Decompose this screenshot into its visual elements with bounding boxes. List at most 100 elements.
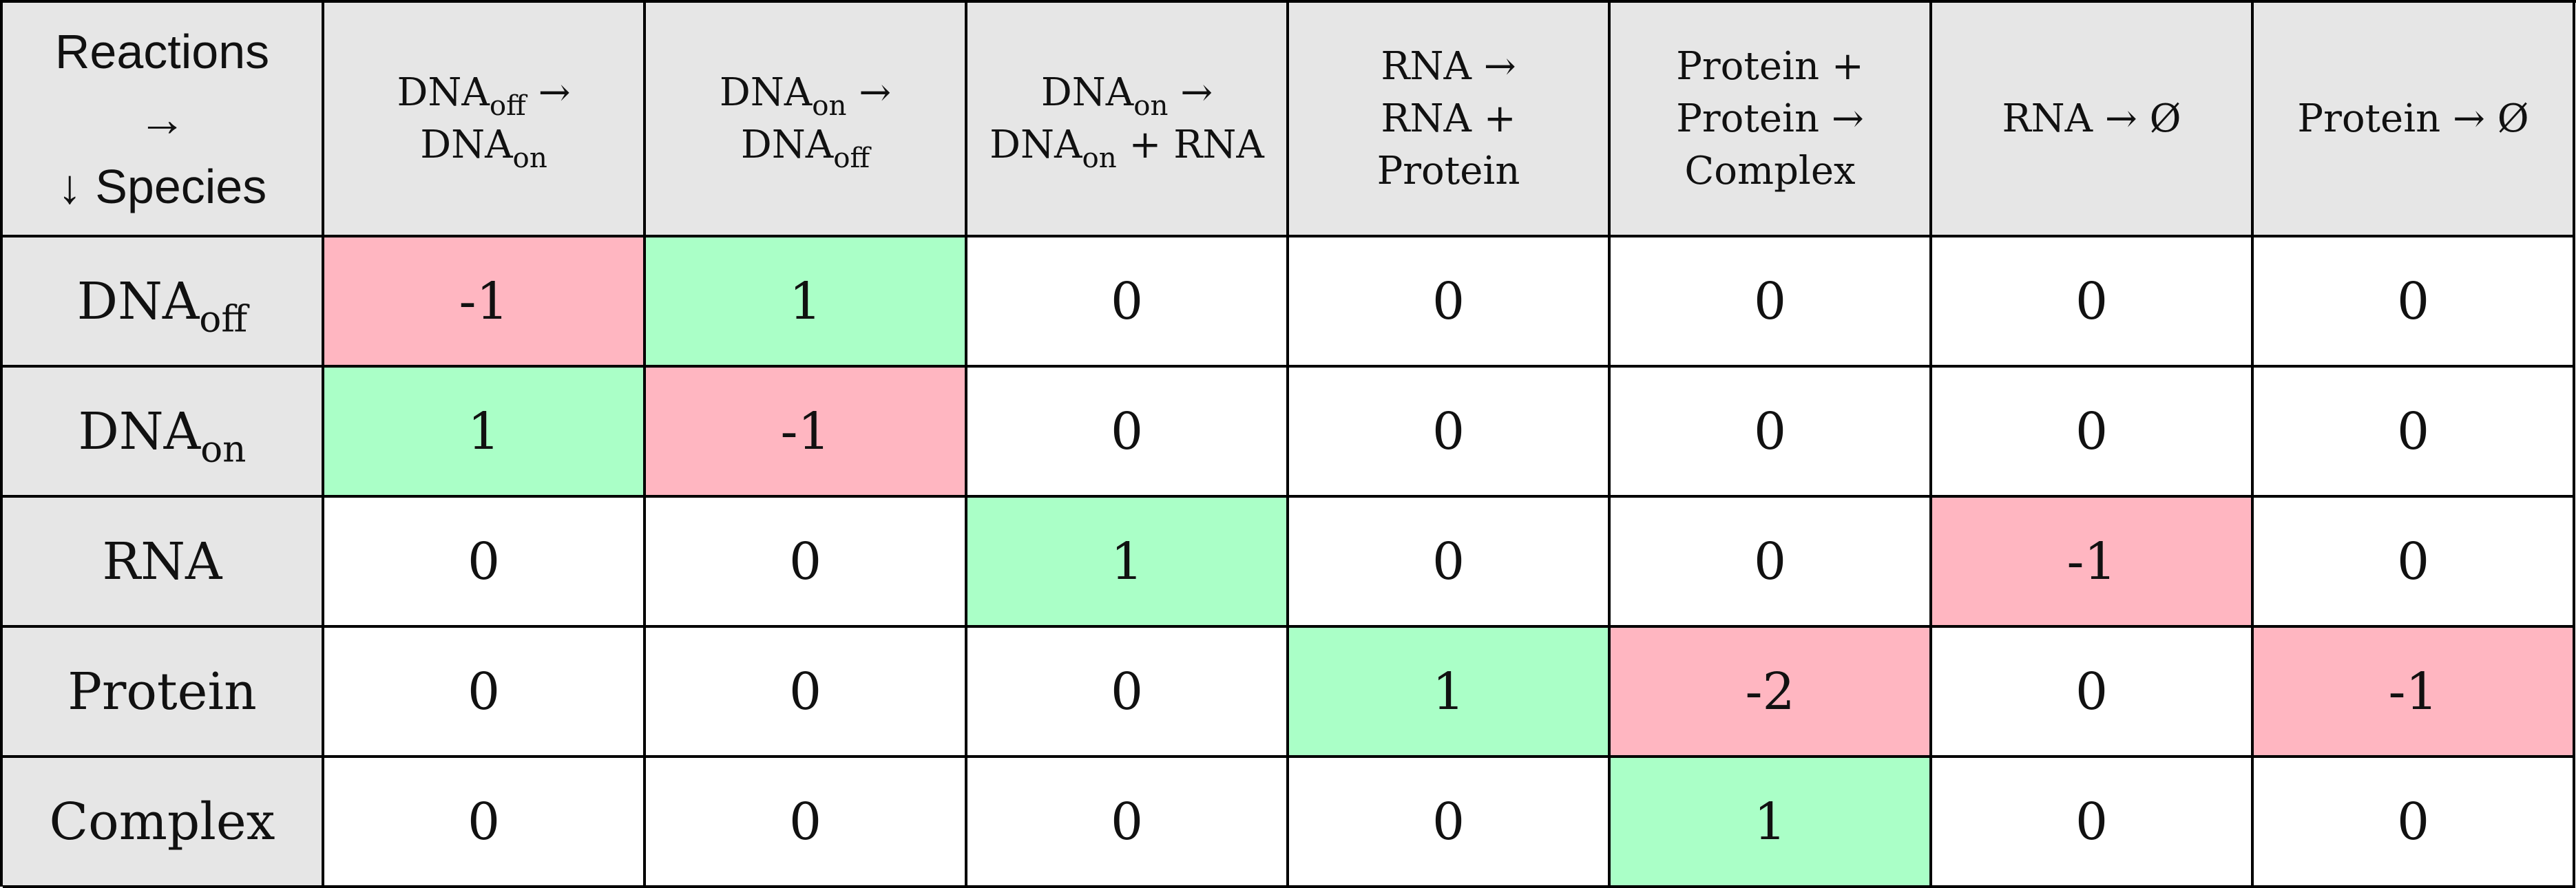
reaction-header-6: RNA → Ø [1932,3,2254,237]
species-name: DNAoff [76,271,247,337]
reaction-header-line: RNA → [1381,41,1516,93]
coefficient-cell: 0 [1932,628,2254,758]
coefficient-cell: 1 [646,237,967,368]
reaction-header-line: Complex [1684,145,1855,198]
coefficient-cell: 0 [1932,758,2254,888]
reaction-header-line: RNA → Ø [2002,93,2181,145]
species-label-4: Protein [3,628,324,758]
coefficient-cell: 0 [1289,758,1611,888]
reaction-header-line: DNAoff [740,119,870,174]
text-run: → [1168,70,1213,115]
text-run: + RNA [1116,122,1264,167]
species-name: DNAon [78,401,247,467]
species-label-2: DNAon [3,368,324,498]
reaction-header-line: RNA + [1381,93,1516,145]
coefficient-cell: -1 [1932,498,2254,628]
coefficient-cell: 0 [1611,237,1932,368]
reaction-header-2: DNAon → DNAoff [646,3,967,237]
species-label-3: RNA [3,498,324,628]
subscript: off [199,297,248,341]
reaction-header-5: Protein + Protein → Complex [1611,3,1932,237]
reaction-header-line: Protein + [1676,41,1864,93]
coefficient-cell: 0 [646,758,967,888]
reaction-header-line: DNAon [420,119,547,174]
coefficient-cell: 0 [324,758,646,888]
reaction-header-line: Protein → [1676,93,1864,145]
coefficient-cell: 0 [1932,368,2254,498]
coefficient-cell: 0 [967,758,1289,888]
text-run: → [525,70,571,115]
coefficient-cell: 0 [1932,237,2254,368]
text-run: DNA [397,70,490,115]
coefficient-cell: 0 [646,498,967,628]
coefficient-cell: 0 [646,628,967,758]
coefficient-cell: 0 [1289,237,1611,368]
species-name: Protein [67,662,257,721]
right-arrow-glyph: → [138,92,187,146]
text-run: RNA → [1381,43,1516,89]
subscript: off [833,141,870,174]
text-run: DNA [740,122,834,167]
text-run: Complex [1684,148,1856,193]
coefficient-cell: -1 [646,368,967,498]
coefficient-cell: 0 [324,498,646,628]
reaction-header-line: DNAon + RNA [989,119,1264,174]
coefficient-cell: 0 [2254,758,2575,888]
subscript: on [512,141,547,174]
reaction-header-line: Protein → Ø [2297,93,2528,145]
coefficient-cell: 0 [2254,368,2575,498]
species-label-5: Complex [3,758,324,888]
coefficient-cell: 0 [1611,368,1932,498]
coefficient-cell: 0 [967,628,1289,758]
subscript: on [1133,89,1169,122]
reactions-label: Reactions [54,24,270,78]
text-run: Protein [67,662,257,721]
text-run: Complex [49,792,275,852]
text-run: Protein [1376,148,1520,193]
text-run: DNA [989,122,1082,167]
coefficient-cell: 0 [1289,498,1611,628]
coefficient-cell: -2 [1611,628,1932,758]
coefficient-cell: 0 [324,628,646,758]
coefficient-cell: 0 [967,368,1289,498]
reaction-header-3: DNAon → DNAon + RNA [967,3,1289,237]
coefficient-cell: -1 [324,237,646,368]
species-label: ↓ Species [57,159,267,213]
text-run: Protein → [1676,96,1864,141]
species-label-1: DNAoff [3,237,324,368]
coefficient-cell: 0 [1611,498,1932,628]
text-run: RNA → Ø [2002,96,2181,141]
text-run: → [846,70,892,115]
text-run: DNA [78,401,201,461]
text-run: Protein → Ø [2297,96,2529,141]
corner-header: Reactions → ↓ Species [3,3,324,237]
text-run: DNA [76,271,200,331]
subscript: on [812,89,847,122]
subscript: on [1082,141,1117,174]
reaction-header-line: Protein [1377,145,1520,198]
reaction-header-7: Protein → Ø [2254,3,2575,237]
reaction-header-4: RNA → RNA + Protein [1289,3,1611,237]
species-name: RNA [103,532,222,591]
reaction-header-line: DNAon → [1041,67,1213,122]
subscript: on [200,427,247,471]
coefficient-cell: 0 [1289,368,1611,498]
subscript: off [489,89,526,122]
coefficient-cell: 1 [1289,628,1611,758]
coefficient-cell: 0 [2254,237,2575,368]
coefficient-cell: 1 [967,498,1289,628]
coefficient-cell: 1 [324,368,646,498]
text-run: RNA + [1381,96,1516,141]
reaction-header-line: DNAon → [719,67,892,122]
coefficient-cell: 1 [1611,758,1932,888]
coefficient-cell: 0 [2254,498,2575,628]
text-run: Protein + [1676,43,1864,89]
coefficient-cell: 0 [967,237,1289,368]
text-run: RNA [102,531,222,591]
reaction-header-1: DNAoff → DNAon [324,3,646,237]
coefficient-cell: -1 [2254,628,2575,758]
reaction-header-line: DNAoff → [397,67,571,122]
text-run: DNA [719,70,813,115]
text-run: DNA [420,122,513,167]
